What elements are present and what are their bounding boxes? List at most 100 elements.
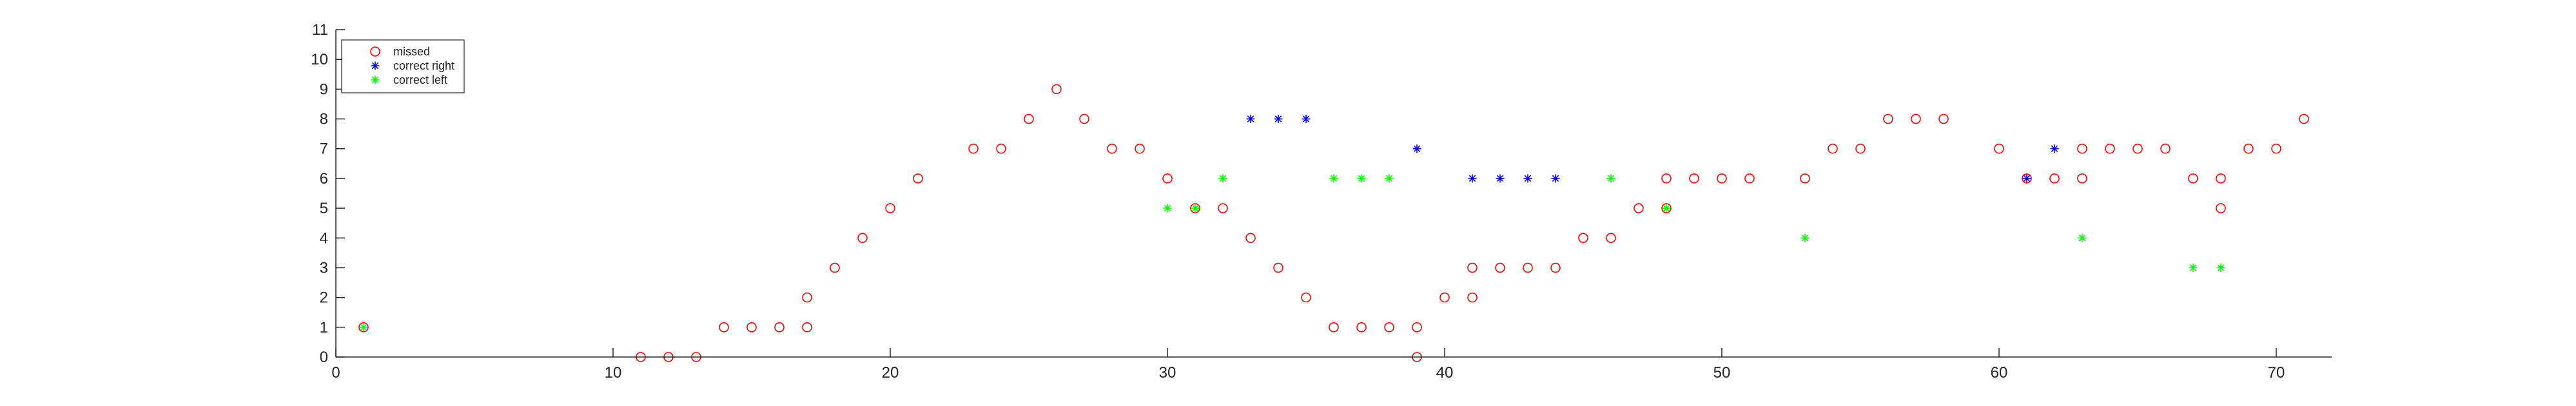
point-correct-right (1496, 174, 1505, 183)
x-tick-label: 40 (1436, 364, 1454, 382)
point-correct-right (1246, 115, 1255, 124)
y-tick-label: 1 (320, 319, 328, 336)
point-missed (1661, 173, 1672, 184)
point-missed (1218, 203, 1228, 213)
x-tick-label: 50 (1713, 364, 1731, 382)
point-missed (1938, 113, 1949, 124)
point-missed (1634, 203, 1644, 213)
point-missed (358, 322, 369, 333)
point-correct-left (359, 323, 368, 332)
point-missed (774, 322, 785, 333)
point-correct-left (1357, 174, 1366, 183)
x-tick-label: 0 (331, 364, 340, 382)
point-correct-left (1191, 204, 1200, 213)
point-correct-right (2022, 174, 2031, 183)
point-missed (1523, 262, 1533, 273)
point-missed (1717, 173, 1727, 184)
y-tick-label: 4 (320, 229, 328, 247)
point-missed (857, 233, 868, 244)
point-missed (2049, 173, 2060, 184)
point-missed (1467, 262, 1478, 273)
point-missed (830, 262, 840, 273)
y-tick-label: 8 (320, 111, 328, 128)
data-markers (358, 84, 2309, 362)
legend-marker-correct-left (371, 75, 380, 84)
point-missed (913, 173, 923, 184)
point-missed (1911, 113, 1921, 124)
y-tick-label: 7 (320, 140, 328, 158)
y-tick-label: 6 (320, 170, 328, 188)
legend-label-correct-right: correct right (393, 59, 454, 72)
x-tick-label: 30 (1159, 364, 1176, 382)
point-correct-right (2050, 144, 2059, 153)
point-missed (802, 292, 812, 303)
point-missed (1190, 203, 1200, 213)
point-correct-left (1329, 174, 1338, 183)
point-missed (885, 203, 895, 213)
x-tick-label: 10 (605, 364, 622, 382)
legend-marker-missed (370, 46, 380, 57)
y-axis-ticks: 0 1 2 3 4 5 6 7 8 9 10 11 (311, 21, 345, 366)
point-missed (2243, 143, 2254, 154)
point-missed (2105, 143, 2115, 154)
point-correct-left (2078, 233, 2087, 242)
point-missed (1800, 173, 1810, 184)
point-correct-right (1523, 174, 1532, 183)
point-correct-right (1302, 115, 1311, 124)
x-tick-label: 20 (882, 364, 899, 382)
point-missed (2077, 173, 2087, 184)
point-missed (2216, 203, 2226, 213)
point-missed (1273, 262, 1283, 273)
legend-label-correct-left: correct left (393, 73, 447, 86)
point-missed (719, 322, 729, 333)
point-correct-right (1412, 144, 1421, 153)
point-missed (1135, 143, 1145, 154)
point-missed (1661, 203, 1672, 213)
legend-marker-correct-right (371, 61, 380, 70)
point-correct-right (1274, 115, 1283, 124)
point-missed (1883, 113, 1893, 124)
series-correct-left (359, 174, 2225, 332)
point-missed (2077, 143, 2087, 154)
x-tick-label: 70 (2268, 364, 2285, 382)
y-tick-label: 2 (320, 289, 328, 307)
y-tick-label: 5 (320, 200, 328, 217)
point-missed (1329, 322, 1339, 333)
point-missed (1439, 292, 1450, 303)
point-missed (996, 143, 1006, 154)
y-tick-label: 3 (320, 259, 328, 276)
point-missed (1550, 262, 1561, 273)
point-missed (1356, 322, 1367, 333)
point-correct-left (1218, 174, 1227, 183)
point-correct-left (2216, 263, 2225, 272)
point-missed (1689, 173, 1699, 184)
y-tick-label: 0 (320, 349, 328, 366)
point-missed (1606, 233, 1616, 244)
point-missed (968, 143, 979, 154)
point-missed (1024, 113, 1034, 124)
point-correct-left (1163, 204, 1172, 213)
point-missed (1412, 322, 1422, 333)
point-missed (1744, 173, 1755, 184)
point-missed (1051, 84, 1062, 95)
series-correct-right (1246, 115, 2059, 183)
point-missed (1384, 322, 1394, 333)
point-missed (1495, 262, 1505, 273)
point-missed (2132, 143, 2143, 154)
point-correct-right (1551, 174, 1560, 183)
legend-label-missed: missed (393, 45, 430, 58)
point-correct-left (1662, 204, 1671, 213)
point-missed (2188, 173, 2198, 184)
series-missed (358, 84, 2309, 362)
point-missed (2271, 143, 2281, 154)
point-missed (1994, 143, 2004, 154)
point-missed (2299, 113, 2309, 124)
y-tick-label: 9 (320, 81, 328, 98)
point-missed (2160, 143, 2171, 154)
y-tick-label: 10 (311, 51, 328, 68)
x-axis-ticks: 0 10 20 30 40 50 60 70 (331, 348, 2285, 382)
point-missed (1162, 173, 1173, 184)
point-missed (1578, 233, 1588, 244)
point-correct-left (2189, 263, 2198, 272)
